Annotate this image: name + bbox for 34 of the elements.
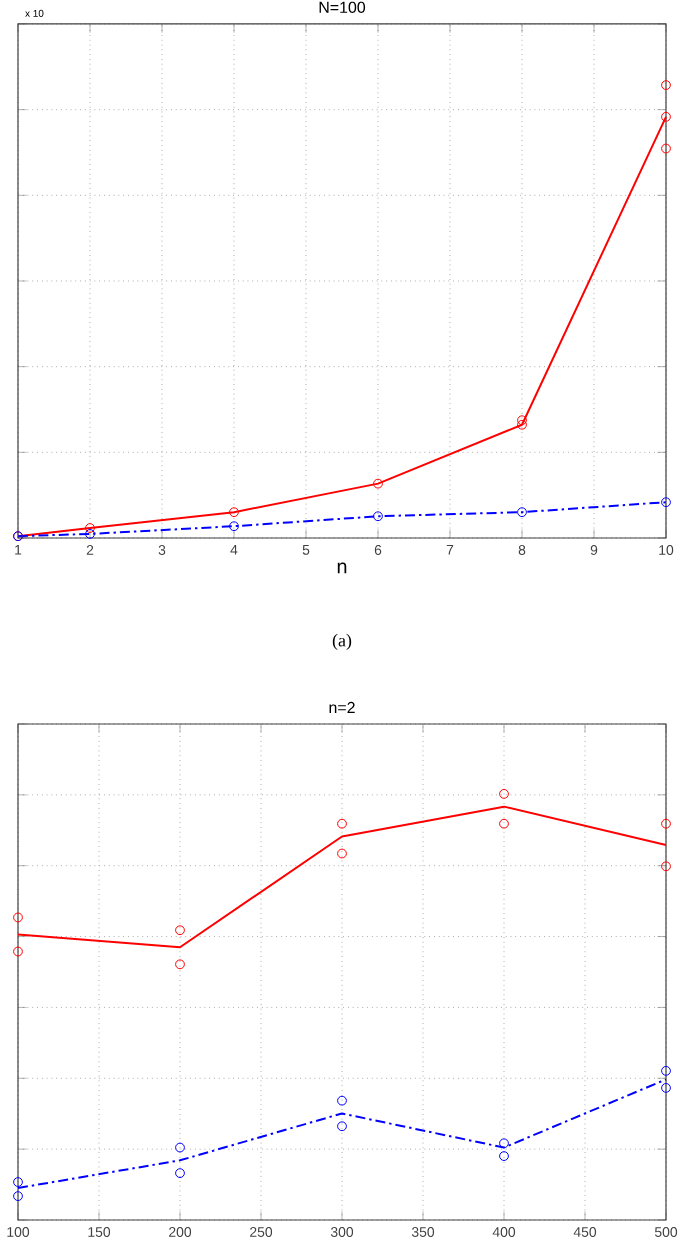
point bbox=[175, 959, 185, 970]
point bbox=[13, 1177, 23, 1187]
point bbox=[499, 788, 509, 799]
point bbox=[661, 143, 671, 154]
point bbox=[229, 521, 239, 532]
point bbox=[499, 818, 509, 829]
point bbox=[499, 1138, 509, 1149]
point bbox=[13, 946, 23, 957]
point bbox=[373, 511, 383, 522]
point bbox=[13, 1191, 23, 1202]
point bbox=[661, 818, 671, 829]
point bbox=[517, 419, 527, 430]
point bbox=[499, 1151, 509, 1161]
point bbox=[85, 523, 95, 533]
point bbox=[661, 1065, 671, 1076]
point bbox=[661, 1082, 671, 1093]
point bbox=[175, 1142, 185, 1153]
point bbox=[337, 818, 347, 829]
point bbox=[175, 925, 185, 936]
point bbox=[517, 507, 527, 518]
point bbox=[373, 478, 383, 489]
point bbox=[661, 497, 671, 508]
point bbox=[175, 1168, 185, 1179]
point bbox=[661, 861, 671, 872]
text: (a) bbox=[332, 633, 352, 651]
point bbox=[229, 507, 239, 518]
point bbox=[517, 415, 527, 426]
point bbox=[13, 912, 23, 923]
point bbox=[337, 1095, 347, 1106]
point bbox=[337, 848, 347, 859]
x-axis-title: n bbox=[337, 562, 347, 574]
point bbox=[85, 529, 95, 539]
point bbox=[337, 1121, 347, 1132]
point bbox=[661, 80, 671, 91]
